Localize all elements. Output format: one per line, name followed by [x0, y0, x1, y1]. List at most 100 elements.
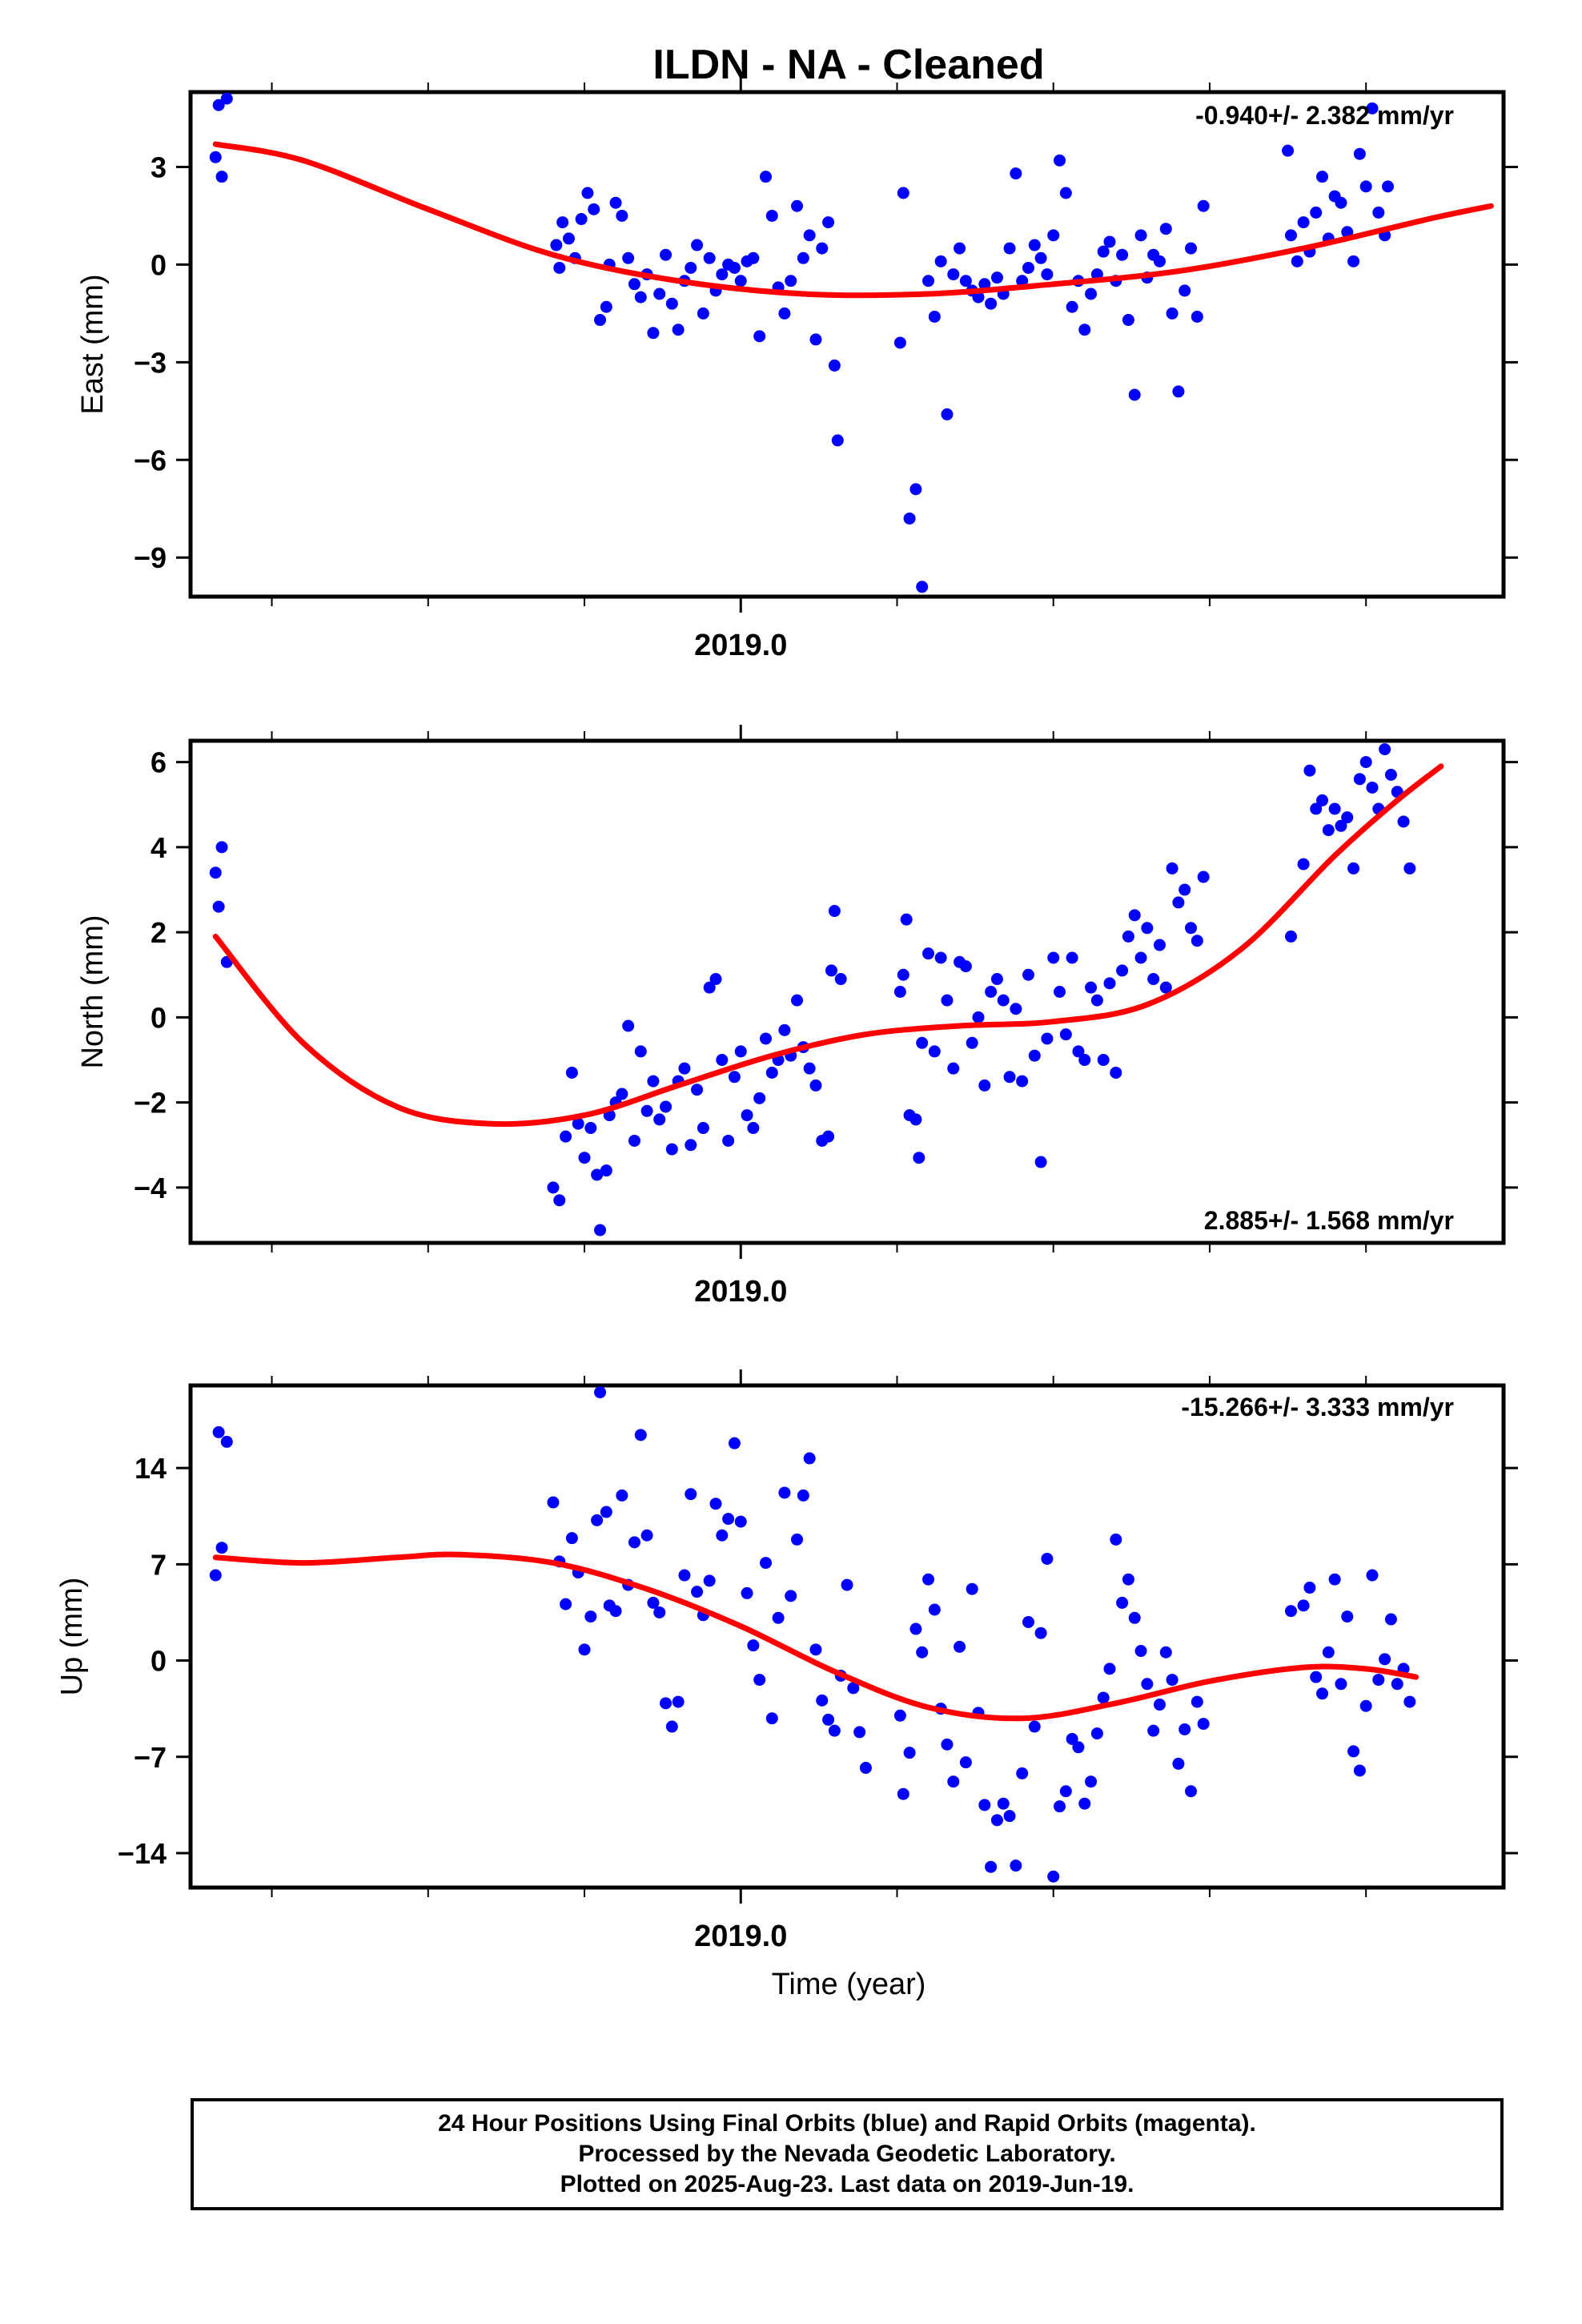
data-point [1159, 1646, 1172, 1659]
data-point [1153, 255, 1166, 267]
data-point [1291, 255, 1303, 267]
data-point [594, 1386, 607, 1399]
data-point [947, 1062, 960, 1075]
data-point [716, 1054, 729, 1067]
data-point [1166, 862, 1178, 875]
data-point [1122, 930, 1134, 943]
data-point [1147, 973, 1160, 986]
data-point [990, 1814, 1003, 1827]
data-point [1103, 977, 1116, 990]
data-point [1159, 223, 1172, 235]
data-point [913, 1152, 926, 1164]
fit-line [212, 1551, 1419, 1722]
data-point [1090, 1727, 1103, 1740]
data-points [209, 92, 1395, 593]
data-point [565, 1532, 578, 1545]
panel-1: 3 0 −3 −6 −9 2019.0 East (mm) -0.940+/- 2.382 m… [76, 76, 1518, 662]
footer-line-2: Processed by the Nevada Geodetic Laborat… [578, 2141, 1116, 2167]
data-point [547, 1496, 560, 1509]
data-point [972, 1011, 985, 1023]
data-point [575, 213, 588, 226]
data-point [1134, 951, 1147, 964]
panels: 3 0 −3 −6 −9 2019.0 East (mm) -0.940+/- 2.382 m… [55, 76, 1518, 1953]
data-point [1197, 870, 1210, 883]
data-point [1282, 144, 1295, 157]
data-point [578, 1152, 591, 1164]
data-point [1147, 1724, 1160, 1737]
data-point [893, 336, 906, 349]
data-point [628, 1536, 640, 1549]
data-point [893, 1709, 906, 1722]
data-point [697, 307, 709, 320]
data-point [959, 960, 972, 973]
data-point [703, 981, 716, 994]
data-point [709, 973, 722, 986]
data-point [1197, 199, 1210, 212]
panel-3: 14 7 0 −7 −14 2019.0 Up (mm) -15.266+/- 3.333 m… [55, 1369, 1518, 1953]
data-point [1397, 815, 1410, 828]
data-point [640, 1104, 653, 1117]
data-point [897, 968, 909, 981]
data-point [941, 994, 954, 1007]
data-point [1166, 1674, 1178, 1687]
data-point [628, 1134, 640, 1147]
data-point [591, 1168, 604, 1181]
data-point [1379, 1653, 1391, 1666]
data-point [765, 1712, 778, 1725]
plot-frame [188, 90, 1506, 599]
data-point [972, 291, 985, 304]
y-tick-label: −9 [134, 541, 167, 574]
data-point [1059, 1785, 1072, 1798]
data-point [1054, 1800, 1066, 1813]
plot-frame [188, 738, 1506, 1245]
data-point [1103, 1663, 1116, 1675]
data-point [1353, 773, 1366, 786]
data-point [791, 199, 804, 212]
data-point [922, 947, 935, 960]
footer-line-3: Plotted on 2025-Aug-23. Last data on 201… [560, 2171, 1134, 2197]
data-point [954, 1640, 966, 1653]
data-point [1010, 1003, 1022, 1015]
fit-line [212, 763, 1444, 1128]
data-point [1403, 1695, 1416, 1708]
data-points [209, 743, 1416, 1236]
data-point [916, 581, 929, 593]
data-point [765, 209, 778, 222]
data-point [685, 261, 697, 274]
rate-label: -0.940+/- 2.382 mm/yr [1195, 101, 1454, 130]
data-point [897, 1787, 909, 1800]
data-point [1335, 819, 1347, 832]
data-point [722, 1513, 735, 1526]
panel-2: 6 4 2 0 −2 −4 2019.0 North (mm) 2.885+/- 1.568 m… [76, 725, 1518, 1309]
data-point [947, 268, 960, 281]
data-point [685, 1488, 697, 1501]
data-point [828, 359, 841, 372]
y-tick-label: 0 [151, 1001, 167, 1034]
data-point [565, 1066, 578, 1079]
data-point [1116, 964, 1129, 977]
data-point [1166, 307, 1178, 320]
data-point [1153, 1699, 1166, 1711]
data-point [765, 1066, 778, 1079]
data-point [665, 297, 678, 310]
data-point [1310, 206, 1323, 219]
data-point [816, 1694, 829, 1707]
data-point [660, 1100, 673, 1113]
data-point [1172, 1757, 1185, 1770]
data-point [1128, 909, 1141, 922]
y-axis-label: Up (mm) [55, 1578, 89, 1696]
data-point [1178, 1723, 1191, 1735]
data-point [1066, 300, 1078, 313]
data-point [1159, 981, 1172, 994]
data-point [903, 512, 916, 525]
data-point [728, 1071, 741, 1084]
data-point [822, 1713, 835, 1726]
data-point [803, 229, 816, 242]
data-point [697, 1122, 709, 1135]
data-point [591, 1514, 604, 1526]
data-point [678, 1569, 691, 1582]
data-point [753, 1092, 766, 1104]
data-point [1047, 951, 1060, 964]
data-point [722, 1134, 735, 1147]
y-tick-label: −2 [134, 1087, 167, 1120]
